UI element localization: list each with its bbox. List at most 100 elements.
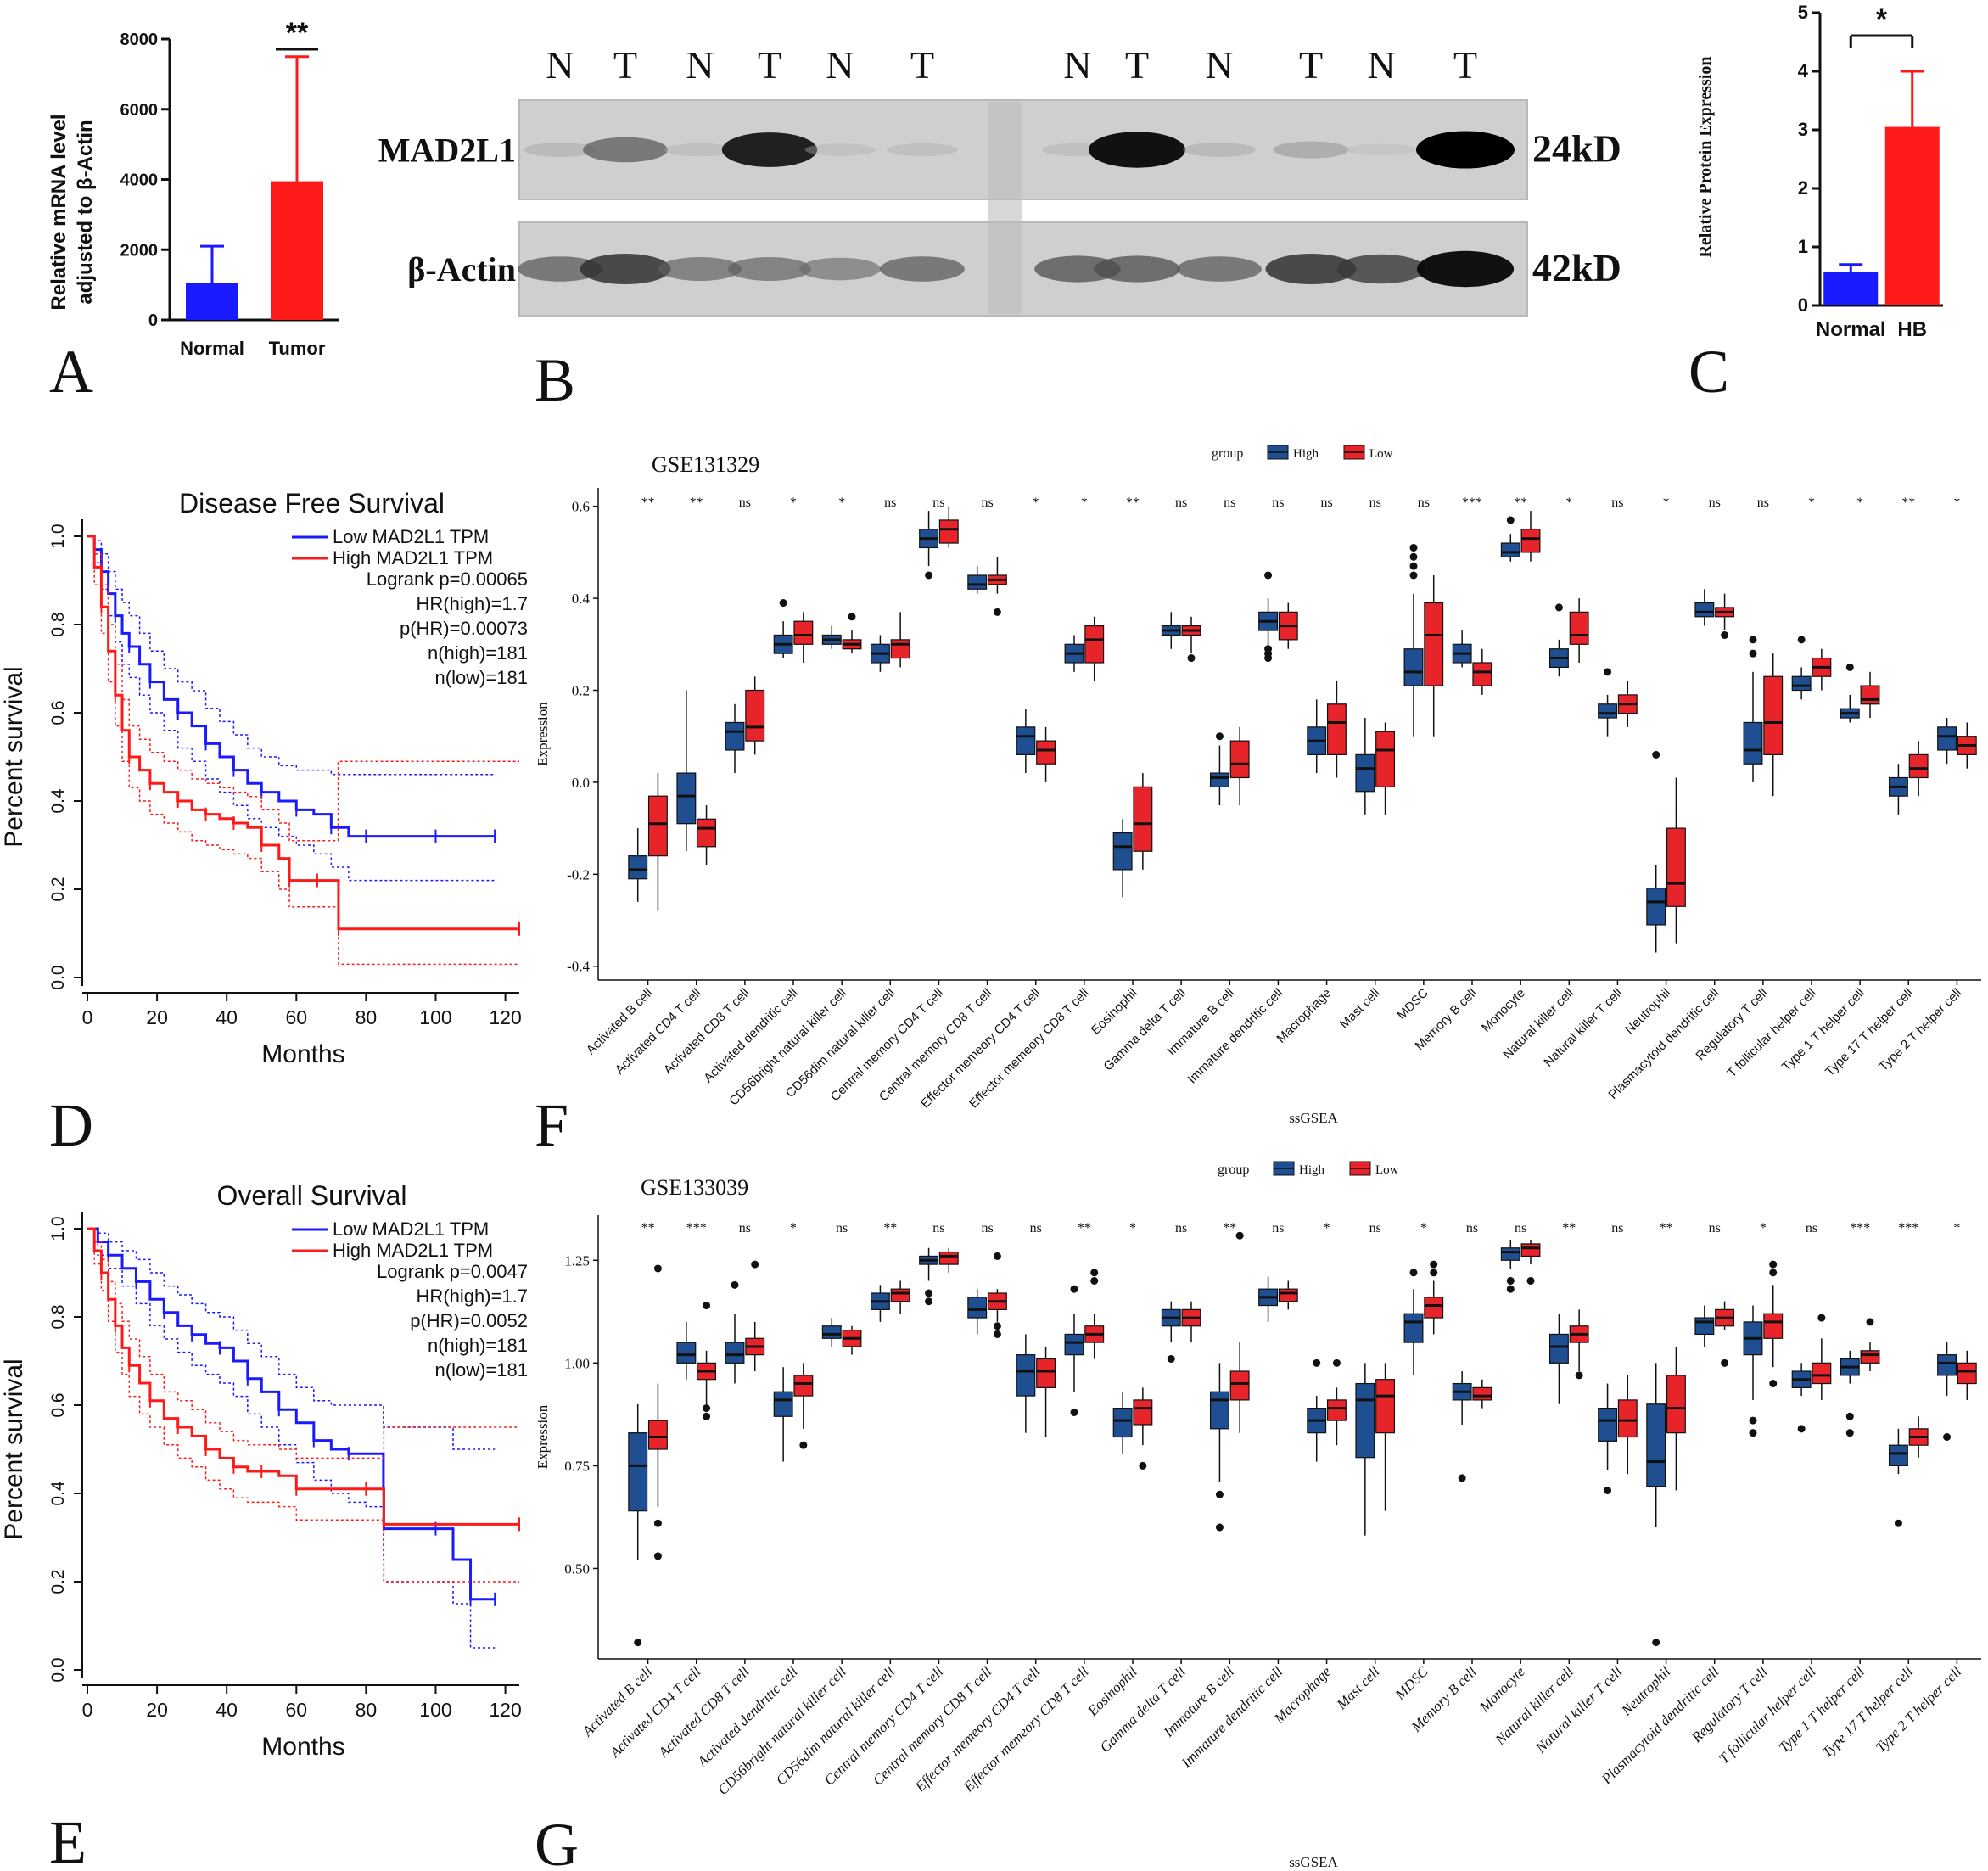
lane-label: N [686,43,714,87]
high-box [1403,1313,1424,1343]
protein-band [1034,255,1121,283]
x-tick-label: 40 [216,1006,238,1028]
y-axis-title: Expression [535,702,551,766]
low-box [1133,1399,1153,1426]
x-tick-label: 80 [356,1006,378,1028]
significance-label: ** [641,1221,655,1235]
low-box [1472,662,1492,686]
panel-letter: E [49,1808,87,1871]
high-outlier [731,1280,739,1289]
y-tick-label: 4000 [120,171,159,190]
high-box [1016,726,1036,755]
lane-label: N [826,43,854,87]
blot-membrane [519,100,1527,199]
significance-label: * [1565,496,1572,510]
y-tick-label: 4 [1798,60,1809,81]
high-outlier [1070,1285,1078,1293]
low-box [1229,740,1250,779]
protein-band [524,143,596,157]
high-outlier [1506,1276,1515,1285]
lane-label: N [1205,43,1233,87]
high-outlier [1264,571,1273,580]
lane-label: N [1063,43,1091,87]
significance-label: * [1876,3,1888,36]
y-tick-label: 1 [1798,236,1808,257]
low-box [647,795,668,857]
high-outlier [1604,668,1612,676]
y-tick-label: 8000 [120,31,159,49]
low-box [697,818,717,848]
low-box [1666,827,1686,907]
significance-label: ns [1272,496,1284,510]
y-tick-label: 1.00 [564,1355,590,1371]
y-tick-label: 0.2 [572,683,590,699]
protein-band [1416,250,1515,288]
low-box [1860,1350,1880,1364]
stat-text: HR(high)=1.7 [417,1286,528,1307]
high-box [1646,1403,1666,1487]
legend-title: group [1218,1162,1249,1177]
high-outlier [1894,1519,1902,1527]
significance-label: ** [1223,1221,1236,1235]
category-label: Normal [1816,318,1886,341]
high-outlier [1409,562,1418,570]
low-outlier [1430,1260,1438,1269]
x-tick-label: 100 [419,1006,451,1028]
row-label: MAD2L1 [378,132,516,170]
significance-label: ** [1078,1221,1091,1235]
high-ci-upper [87,535,519,842]
low-outlier [1090,1276,1099,1285]
high-box [676,1342,697,1364]
significance-label: *** [686,1221,707,1235]
lane-label: T [613,43,637,87]
x-tick-label: 80 [356,1699,378,1721]
high-outlier [1845,1412,1854,1420]
significance-label: ns [981,496,993,510]
significance-label: ns [1369,496,1381,510]
panel-f-gse131329-boxplot: -0.4 -0.2 0.0 0.2 0.4 0.6 Expression GSE131329 g… [535,445,1981,1126]
y-axis-title: Percent survival [0,666,28,847]
low-outlier [1769,1269,1778,1277]
bar [186,283,238,320]
lane-label: N [1367,43,1395,87]
chart-title: Overall Survival [216,1180,406,1211]
category-label: HB [1897,318,1927,341]
significance-label: ns [739,1221,751,1235]
x-axis-title: ssGSEA [1289,1854,1338,1870]
significance-label: ** [1562,1221,1576,1235]
x-tick-label: 60 [285,1006,307,1028]
protein-band [880,256,965,282]
low-outlier [1721,630,1729,639]
high-outlier [1506,1285,1515,1293]
low-outlier [1187,654,1196,663]
high-box [725,1342,745,1364]
high-box [1209,772,1229,787]
high-box [1598,703,1618,719]
low-box [890,639,910,659]
y-tick-label: 0.6 [572,499,590,515]
high-outlier [634,1639,642,1647]
y-tick-label: 6000 [120,101,159,120]
low-box [1617,1399,1638,1438]
legend-label: Low [1375,1163,1399,1177]
significance-label: *** [1898,1221,1918,1235]
low-box [1763,1313,1784,1339]
low-outlier [703,1412,711,1420]
low-box [1084,625,1105,664]
legend-label: Low [1369,447,1393,461]
high-outlier [1652,1639,1660,1647]
high-box [1598,1408,1618,1442]
y-axis-title: Percent survival [0,1358,28,1539]
significance-label: ns [932,1221,944,1235]
category-label: Type 17 T helper cell [1819,1663,1917,1761]
y-tick-label: 0.6 [48,1392,68,1417]
low-box [1133,786,1153,852]
category-label: Activated dendritic cell [701,986,801,1086]
category-label: Activated CD8 T cell [661,986,753,1078]
high-outlier [1458,1474,1466,1482]
y-axis-title: adjusted to β-Actin [74,120,97,304]
low-box [793,1375,814,1397]
bar [1823,271,1879,305]
stat-text: p(HR)=0.00073 [400,618,528,639]
